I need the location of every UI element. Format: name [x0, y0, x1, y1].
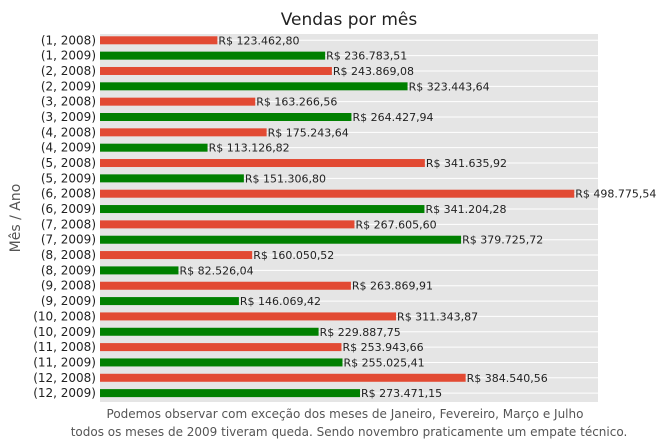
bar — [100, 66, 332, 75]
data-label: R$ 255.025,41 — [344, 356, 425, 369]
y-tick-label: (7, 2008) — [41, 217, 96, 231]
y-axis-label: Mês / Ano — [8, 184, 24, 253]
y-tick-label: (6, 2009) — [41, 202, 96, 216]
data-label: R$ 384.540,56 — [467, 372, 548, 385]
data-label: R$ 113.126,82 — [209, 142, 290, 155]
data-label: R$ 175.243,64 — [268, 126, 349, 139]
y-tick-label: (8, 2009) — [41, 263, 96, 277]
bar — [100, 143, 208, 152]
data-label: R$ 236.783,51 — [326, 50, 407, 63]
y-tick-label: (4, 2009) — [41, 141, 96, 155]
y-tick-label: (6, 2008) — [41, 187, 96, 201]
data-label: R$ 267.605,60 — [355, 218, 436, 231]
plot-area — [100, 34, 598, 402]
data-label: R$ 263.869,91 — [352, 280, 433, 293]
bar — [100, 82, 408, 91]
y-tick-label: (2, 2008) — [41, 64, 96, 78]
bar — [100, 281, 351, 290]
caption-line-1: Podemos observar com exceção dos meses d… — [107, 407, 584, 421]
y-tick-label: (10, 2008) — [33, 309, 96, 323]
data-labels: R$ 123.462,80 R$ 236.783,51 R$ 243.869,08 R… — [179, 34, 656, 400]
bar — [100, 266, 179, 275]
bar — [100, 251, 253, 260]
bars-group — [100, 36, 575, 398]
data-label: R$ 379.725,72 — [462, 234, 543, 247]
y-tick-label: (4, 2008) — [41, 125, 96, 139]
bar — [100, 297, 239, 306]
data-label: R$ 82.526,04 — [179, 264, 253, 277]
y-tick-label: (9, 2008) — [41, 279, 96, 293]
y-tick-label: (5, 2009) — [41, 171, 96, 185]
data-label: R$ 253.943,66 — [342, 341, 423, 354]
bar — [100, 128, 267, 137]
data-label: R$ 341.204,28 — [425, 203, 506, 216]
bar — [100, 358, 343, 367]
y-tick-label: (5, 2008) — [41, 156, 96, 170]
caption-line-2: todos os meses de 2009 tiveram queda. Se… — [71, 425, 628, 439]
bar — [100, 389, 361, 398]
chart-title: Vendas por mês — [281, 10, 418, 30]
data-label: R$ 498.775,54 — [575, 188, 656, 201]
y-tick-label: (12, 2008) — [33, 371, 96, 385]
y-tick-label: (8, 2008) — [41, 248, 96, 262]
data-label: R$ 160.050,52 — [253, 249, 334, 262]
y-tick-label: (3, 2009) — [41, 110, 96, 124]
bar — [100, 189, 575, 198]
bar — [100, 159, 425, 168]
data-label: R$ 123.462,80 — [218, 34, 299, 47]
data-label: R$ 229.887,75 — [320, 326, 401, 339]
bar — [100, 312, 397, 321]
bar — [100, 373, 466, 382]
bar — [100, 51, 326, 60]
y-tick-label: (12, 2009) — [33, 386, 96, 400]
bar — [100, 235, 462, 244]
data-label: R$ 151.306,80 — [245, 172, 326, 185]
y-tick-label: (9, 2009) — [41, 294, 96, 308]
y-tick-label: (2, 2009) — [41, 79, 96, 93]
bar — [100, 174, 244, 183]
y-tick-labels: (1, 2008) (1, 2009)(2, 2008)(2, 2009) (3, … — [33, 33, 96, 400]
bar — [100, 97, 256, 106]
bar — [100, 113, 352, 121]
y-tick-label: (1, 2009) — [41, 49, 96, 63]
data-label: R$ 264.427,94 — [352, 111, 433, 124]
y-tick-label: (11, 2008) — [33, 340, 96, 354]
data-label: R$ 323.443,64 — [409, 80, 490, 93]
y-tick-label: (1, 2008) — [41, 33, 96, 47]
bar — [100, 220, 355, 229]
bar — [100, 205, 425, 214]
data-label: R$ 243.869,08 — [333, 65, 414, 78]
data-label: R$ 311.343,87 — [397, 310, 478, 323]
bar — [100, 343, 342, 352]
bar — [100, 36, 218, 45]
y-tick-label: (11, 2009) — [33, 355, 96, 369]
data-label: R$ 341.635,92 — [426, 157, 507, 170]
bar — [100, 327, 319, 336]
y-tick-label: (3, 2008) — [41, 95, 96, 109]
data-label: R$ 273.471,15 — [361, 387, 442, 400]
y-tick-label: (10, 2009) — [33, 325, 96, 339]
data-label: R$ 146.069,42 — [240, 295, 321, 308]
y-tick-label: (7, 2009) — [41, 233, 96, 247]
data-label: R$ 163.266,56 — [256, 96, 337, 109]
